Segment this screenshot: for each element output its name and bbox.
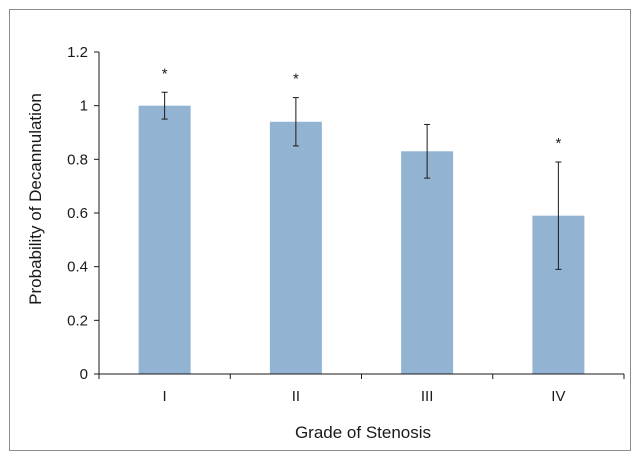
x-tick-label-I: I (163, 388, 167, 405)
y-tick-label-6: 1.2 (67, 44, 88, 61)
error-bars-layer (162, 92, 562, 269)
y-tick-label-2: 0.4 (67, 259, 88, 276)
bar-II (270, 122, 322, 374)
y-tick-label-4: 0.8 (67, 151, 88, 168)
bar-III (401, 151, 453, 374)
y-tick-label-1: 0.2 (67, 312, 88, 329)
y-tick-label-0: 0 (80, 366, 88, 383)
x-tick-label-II: II (292, 388, 300, 405)
bar-I (139, 106, 191, 374)
bars-layer (139, 106, 585, 374)
y-tick-label-3: 0.6 (67, 205, 88, 222)
x-axis-title: Grade of Stenosis (295, 423, 431, 442)
significance-marker-II: * (293, 71, 299, 88)
significance-marker-IV: * (555, 135, 561, 152)
x-tick-label-IV: IV (551, 388, 565, 405)
significance-marker-I: * (162, 65, 168, 82)
x-tick-label-III: III (421, 388, 434, 405)
y-axis-title: Probability of Decannulation (26, 93, 45, 305)
y-tick-label-5: 1 (80, 98, 88, 115)
